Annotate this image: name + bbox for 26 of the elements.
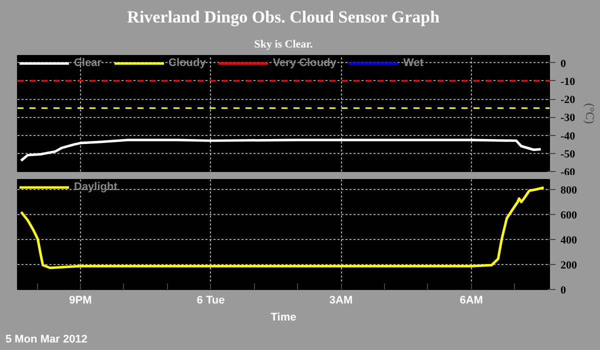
y-tick-label: 0 <box>560 284 566 296</box>
legend-label: Very Cloudy <box>272 57 336 69</box>
text: 5 Mon Mar 2012 <box>6 334 88 346</box>
x-tick-label: 6 Tue <box>196 294 225 306</box>
x-tick-label: 9PM <box>69 294 92 306</box>
x-axis-title: Time <box>270 312 296 324</box>
x-tick-label: 3AM <box>329 294 353 306</box>
chart-title: Riverland Dingo Obs. Cloud Sensor Graph <box>127 8 440 26</box>
y-axis-title: (°C) <box>583 103 598 124</box>
x-tick-label: 6AM <box>460 294 483 306</box>
legend-label: Daylight <box>74 181 118 193</box>
legend-label: Wet <box>403 57 424 69</box>
chart-subtitle: Sky is Clear. <box>254 38 314 50</box>
y-tick-label: -30 <box>560 112 576 124</box>
y-tick-label: 400 <box>560 234 578 246</box>
legend-label: Cloudy <box>168 57 206 69</box>
y-tick-label: 600 <box>560 210 578 222</box>
line-series <box>20 138 542 162</box>
y-tick-label: -10 <box>560 76 576 88</box>
y-tick-label: 200 <box>560 260 578 272</box>
y-tick-label: -50 <box>560 148 576 160</box>
y-tick-label: -40 <box>560 130 576 142</box>
legend-label: Clear <box>74 57 102 69</box>
y-tick-label: 800 <box>560 184 578 196</box>
y-tick-label: 0 <box>560 58 566 70</box>
y-tick-label: -20 <box>560 94 576 106</box>
